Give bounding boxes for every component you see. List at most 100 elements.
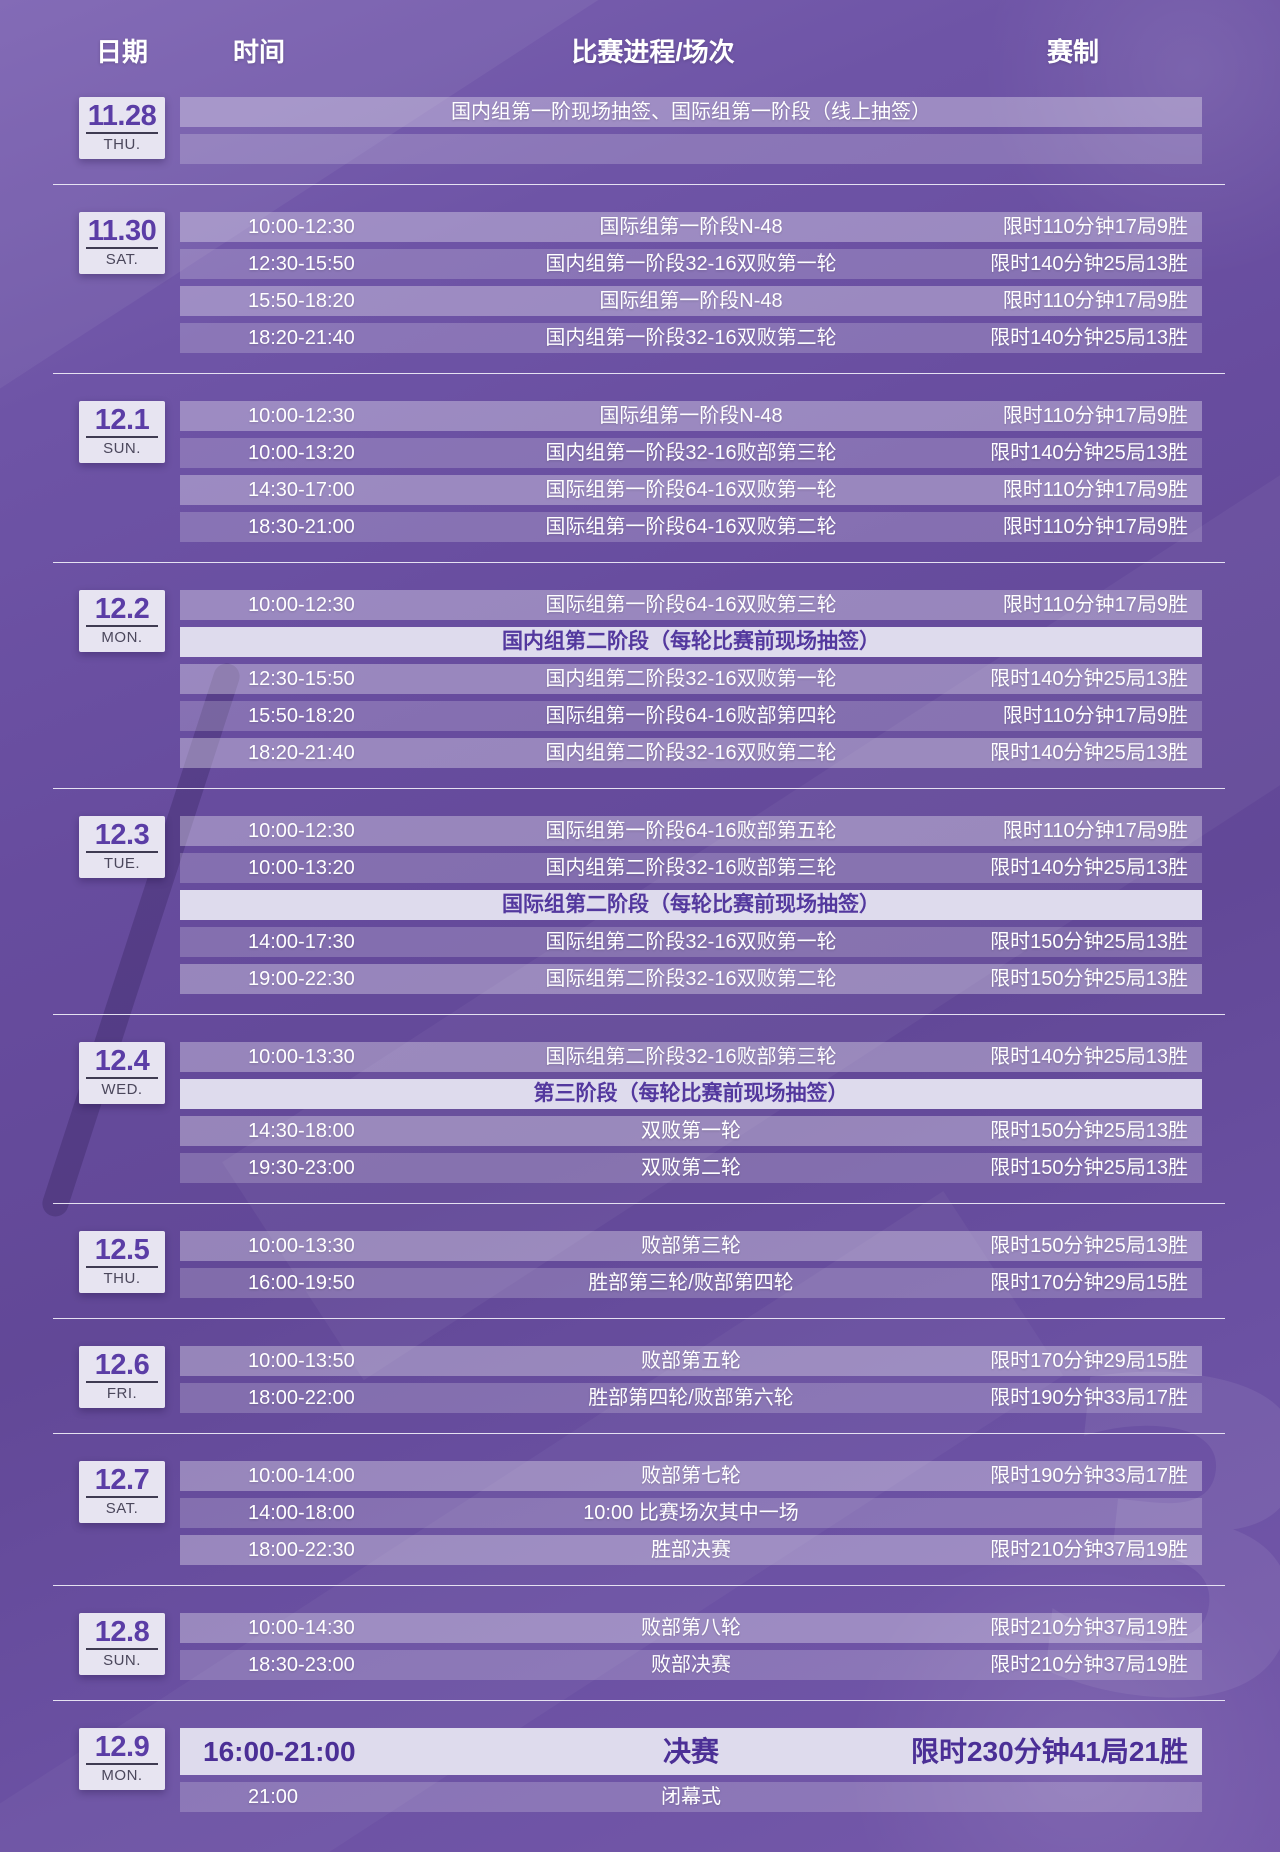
time-cell: 12:30-15:50 [248, 253, 355, 275]
format-cell: 限时210分钟37局19胜 [990, 1617, 1188, 1639]
time-cell: 10:00-13:20 [248, 857, 355, 879]
format-cell: 限时140分钟25局13胜 [990, 253, 1188, 275]
block-divider [53, 1318, 1225, 1319]
header-date-label: 日期 [95, 37, 149, 67]
day-block: 12.3 TUE. 10:00-12:30 国际组第一阶段64-16败部第五轮 限时11… [53, 816, 1225, 994]
time-cell: 10:00-13:20 [248, 442, 355, 464]
schedule-row: 19:30-23:00 双败第二轮 限时150分钟25局13胜 [180, 1153, 1202, 1183]
date-label: 12.6 [94, 1349, 150, 1381]
time-cell: 10:00-12:30 [248, 216, 355, 238]
time-cell: 18:00-22:30 [248, 1539, 355, 1561]
date-label: 11.30 [87, 215, 157, 247]
format-cell: 限时190分钟33局17胜 [990, 1387, 1188, 1409]
format-cell: 限时210分钟37局19胜 [990, 1539, 1188, 1561]
date-chip-divider [86, 625, 158, 627]
date-chip: 12.4 WED. [79, 1042, 165, 1104]
day-block: 12.8 SUN. 10:00-14:30 败部第八轮 限时210分钟37局19胜 18:… [53, 1613, 1225, 1680]
day-rows: 10:00-14:30 败部第八轮 限时210分钟37局19胜 18:30-23:00… [180, 1613, 1202, 1680]
weekday-label: WED. [101, 1081, 143, 1098]
weekday-label: MON. [101, 1767, 143, 1784]
date-label: 12.4 [94, 1045, 150, 1077]
event-cell: 败部第八轮 [641, 1617, 741, 1639]
format-cell: 限时140分钟25局13胜 [990, 668, 1188, 690]
schedule-row: 16:00-19:50 胜部第三轮/败部第四轮 限时170分钟29局15胜 [180, 1268, 1202, 1298]
event-cell: 双败第一轮 [641, 1120, 741, 1142]
date-chip-column: 12.1 SUN. [53, 401, 180, 463]
format-cell: 限时110分钟17局9胜 [1002, 516, 1188, 538]
time-cell: 19:00-22:30 [248, 968, 355, 990]
day-block: 12.6 FRI. 10:00-13:50 败部第五轮 限时170分钟29局15胜 18:… [53, 1346, 1225, 1413]
event-cell: 胜部决赛 [651, 1539, 731, 1561]
event-cell: 胜部第三轮/败部第四轮 [588, 1272, 794, 1294]
stage-banner-label: 国际组第二阶段（每轮比赛前现场抽签） [502, 893, 880, 916]
time-cell: 14:00-17:30 [248, 931, 355, 953]
event-cell: 国内组第一阶现场抽签、国际组第一阶段（线上抽签） [451, 101, 931, 123]
time-cell: 18:30-21:00 [248, 516, 355, 538]
weekday-label: THU. [103, 1270, 141, 1287]
table-header: 日期 时间 比赛进程/场次 赛制 [53, 32, 1225, 72]
date-chip-column: 12.8 SUN. [53, 1613, 180, 1675]
stage-banner-row: 第三阶段（每轮比赛前现场抽签） [180, 1079, 1202, 1109]
schedule-row: 10:00-12:30 国际组第一阶段N-48 限时110分钟17局9胜 [180, 212, 1202, 242]
date-chip: 12.3 TUE. [79, 816, 165, 878]
date-chip-divider [86, 247, 158, 249]
event-cell: 国际组第一阶段64-16败部第五轮 [545, 820, 837, 842]
schedule-row: 10:00-14:30 败部第八轮 限时210分钟37局19胜 [180, 1613, 1202, 1643]
date-chip-divider [86, 1077, 158, 1079]
date-chip: 12.7 SAT. [79, 1461, 165, 1523]
time-cell: 14:30-18:00 [248, 1120, 355, 1142]
date-chip-divider [86, 436, 158, 438]
date-chip: 12.5 THU. [79, 1231, 165, 1293]
date-label: 12.1 [94, 404, 150, 436]
date-chip: 11.30 SAT. [79, 212, 165, 274]
date-chip-column: 12.9 MON. [53, 1728, 180, 1790]
format-cell: 限时140分钟25局13胜 [990, 442, 1188, 464]
day-block: 12.5 THU. 10:00-13:30 败部第三轮 限时150分钟25局13胜 16:… [53, 1231, 1225, 1298]
schedule-row: 15:50-18:20 国际组第一阶段N-48 限时110分钟17局9胜 [180, 286, 1202, 316]
time-cell: 14:30-17:00 [248, 479, 355, 501]
weekday-label: THU. [103, 136, 141, 153]
time-cell: 10:00-13:50 [248, 1350, 355, 1372]
block-divider [53, 788, 1225, 789]
event-cell: 国际组第一阶段N-48 [599, 290, 783, 312]
event-cell: 国内组第二阶段32-16败部第三轮 [545, 857, 837, 879]
schedule-row: 18:00-22:30 胜部决赛 限时210分钟37局19胜 [180, 1535, 1202, 1565]
date-label: 12.3 [94, 819, 150, 851]
event-cell: 国内组第二阶段32-16双败第一轮 [545, 668, 837, 690]
day-rows: 10:00-14:00 败部第七轮 限时190分钟33局17胜 14:00-18:00… [180, 1461, 1202, 1565]
event-cell: 胜部第四轮/败部第六轮 [588, 1387, 794, 1409]
schedule-row: 12:30-15:50 国内组第一阶段32-16双败第一轮 限时140分钟25局13… [180, 249, 1202, 279]
day-rows: 10:00-12:30 国际组第一阶段N-48 限时110分钟17局9胜 10:00-… [180, 401, 1202, 542]
weekday-label: TUE. [103, 855, 141, 872]
event-cell: 国际组第一阶段N-48 [599, 405, 783, 427]
date-chip-divider [86, 1266, 158, 1268]
schedule-row: 21:00 闭幕式 [180, 1782, 1202, 1812]
format-cell: 限时170分钟29局15胜 [990, 1272, 1188, 1294]
date-label: 11.28 [87, 100, 157, 132]
date-chip: 12.9 MON. [79, 1728, 165, 1790]
format-cell: 限时150分钟25局13胜 [990, 1120, 1188, 1142]
schedule-row: 14:30-18:00 双败第一轮 限时150分钟25局13胜 [180, 1116, 1202, 1146]
date-chip-column: 12.6 FRI. [53, 1346, 180, 1408]
format-cell: 限时110分钟17局9胜 [1002, 820, 1188, 842]
date-chip: 12.2 MON. [79, 590, 165, 652]
event-cell: 败部第五轮 [641, 1350, 741, 1372]
date-chip-column: 11.30 SAT. [53, 212, 180, 274]
date-chip: 12.1 SUN. [79, 401, 165, 463]
date-label: 12.5 [94, 1234, 150, 1266]
schedule-row: 10:00-12:30 国际组第一阶段64-16败部第五轮 限时110分钟17局9胜 [180, 816, 1202, 846]
format-cell: 限时150分钟25局13胜 [990, 931, 1188, 953]
header-format-label: 赛制 [1046, 37, 1100, 67]
date-chip-column: 12.3 TUE. [53, 816, 180, 878]
event-cell: 10:00 比赛场次其中一场 [583, 1502, 799, 1524]
weekday-label: SUN. [103, 440, 141, 457]
time-cell: 19:30-23:00 [248, 1157, 355, 1179]
block-divider [53, 1014, 1225, 1015]
format-cell: 限时110分钟17局9胜 [1002, 216, 1188, 238]
time-cell: 18:20-21:40 [248, 327, 355, 349]
time-cell: 10:00-14:00 [248, 1465, 355, 1487]
schedule-row: 18:30-23:00 败部决赛 限时210分钟37局19胜 [180, 1650, 1202, 1680]
event-cell: 国内组第一阶段32-16双败第二轮 [545, 327, 837, 349]
stage-banner-row: 国内组第二阶段（每轮比赛前现场抽签） [180, 627, 1202, 657]
